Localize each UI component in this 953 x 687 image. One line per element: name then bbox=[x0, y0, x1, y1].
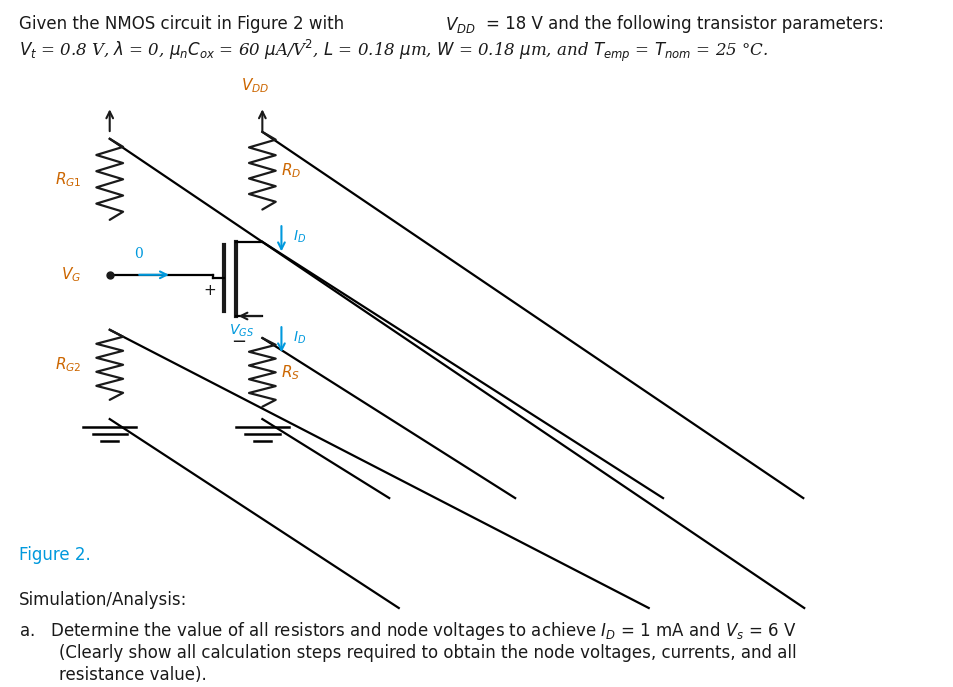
Text: $R_D$: $R_D$ bbox=[281, 161, 301, 180]
Text: $R_{G1}$: $R_{G1}$ bbox=[54, 170, 81, 189]
Text: $I_D$: $I_D$ bbox=[293, 229, 306, 245]
Text: $R_S$: $R_S$ bbox=[281, 363, 300, 382]
Text: −: − bbox=[231, 333, 246, 351]
Text: $V_t$ = 0.8 V, $\lambda$ = 0, $\mu_n C_{ox}$ = 60 $\mu$A/V$^2$, $L$ = 0.18 $\mu$: $V_t$ = 0.8 V, $\lambda$ = 0, $\mu_n C_{… bbox=[19, 38, 768, 64]
Text: Figure 2.: Figure 2. bbox=[19, 546, 91, 564]
Text: = 18 V and the following transistor parameters:: = 18 V and the following transistor para… bbox=[485, 15, 882, 33]
Text: $V_{DD}$: $V_{DD}$ bbox=[444, 15, 475, 35]
Text: $V_{DD}$: $V_{DD}$ bbox=[240, 76, 269, 95]
Text: $I_D$: $I_D$ bbox=[293, 330, 306, 346]
Text: 0: 0 bbox=[133, 247, 143, 261]
Text: +: + bbox=[203, 283, 216, 298]
Text: a.   Determine the value of all resistors and node voltages to achieve $I_D$ = 1: a. Determine the value of all resistors … bbox=[19, 620, 796, 642]
Text: Given the NMOS circuit in Figure 2 with: Given the NMOS circuit in Figure 2 with bbox=[19, 15, 349, 33]
Text: (Clearly show all calculation steps required to obtain the node voltages, curren: (Clearly show all calculation steps requ… bbox=[59, 644, 796, 662]
Text: resistance value).: resistance value). bbox=[59, 666, 207, 684]
Text: $R_{G2}$: $R_{G2}$ bbox=[54, 355, 81, 374]
Text: Simulation/Analysis:: Simulation/Analysis: bbox=[19, 591, 187, 609]
Text: $V_{GS}$: $V_{GS}$ bbox=[229, 323, 253, 339]
Text: $V_G$: $V_G$ bbox=[61, 265, 81, 284]
